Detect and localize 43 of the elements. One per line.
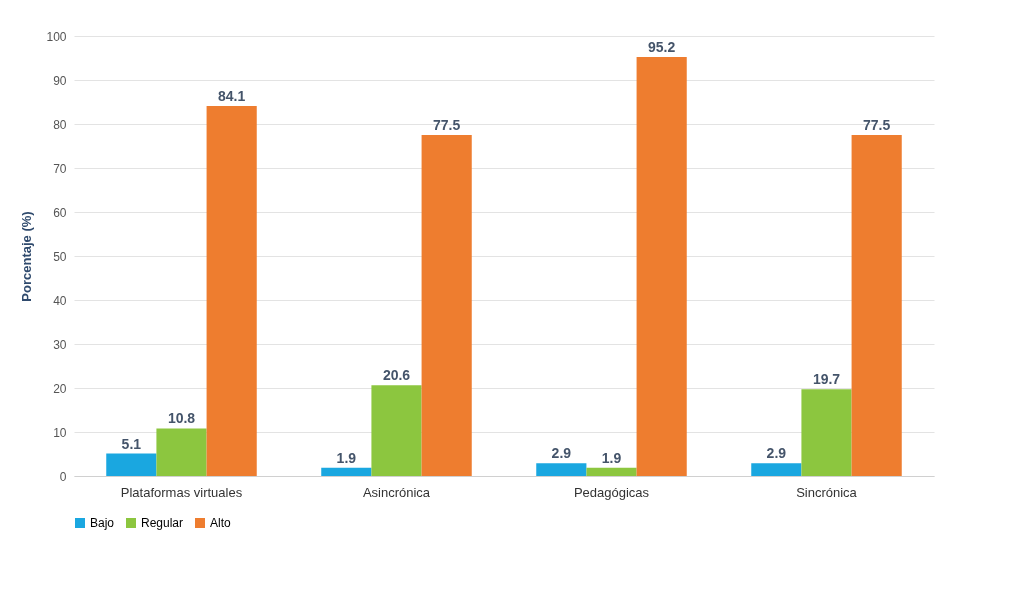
x-tick-label: Pedagógicas (573, 484, 650, 500)
bar (536, 463, 587, 476)
data-label: 5.1 (121, 435, 142, 452)
bar (421, 135, 472, 476)
y-tick-label: 80 (53, 117, 67, 132)
bar (106, 453, 157, 476)
data-label: 19.7 (812, 371, 841, 388)
bar (636, 57, 687, 476)
data-label: 2.9 (766, 445, 787, 462)
data-label: 1.9 (601, 449, 622, 466)
bar (801, 389, 852, 476)
y-tick-label: 100 (46, 29, 67, 44)
data-label: 77.5 (433, 117, 461, 133)
bar (371, 385, 422, 476)
bar (851, 135, 902, 476)
bar (321, 467, 372, 476)
y-tick-label: 0 (59, 469, 67, 484)
bar (751, 463, 802, 476)
y-tick-label: 70 (53, 161, 67, 176)
bar (586, 467, 637, 476)
data-label: 2.9 (551, 445, 572, 462)
legend-label: Bajo (90, 516, 115, 530)
x-tick-label: Asincrónica (362, 484, 431, 500)
data-label: 77.5 (863, 117, 891, 133)
x-tick-label: Plataformas virtuales (120, 484, 243, 500)
data-label: 95.2 (648, 39, 676, 56)
y-tick-label: 20 (53, 381, 67, 396)
y-tick-label: 40 (53, 293, 67, 308)
data-label: 84.1 (218, 87, 246, 104)
y-tick-label: 60 (53, 205, 67, 220)
data-label: 20.6 (382, 367, 411, 384)
legend-label: Alto (210, 516, 231, 530)
y-tick-label: 30 (53, 337, 67, 352)
data-label: 1.9 (336, 449, 357, 466)
data-label: 10.8 (167, 410, 196, 427)
y-tick-label: 10 (53, 425, 67, 440)
legend-label: Regular (141, 516, 184, 530)
y-axis-title: Porcentaje (%) (19, 211, 35, 302)
y-tick-label: 90 (53, 73, 67, 88)
bar (206, 105, 257, 476)
y-tick-label: 50 (53, 249, 67, 264)
bar (156, 428, 207, 476)
x-tick-label: Sincrónica (796, 484, 858, 500)
